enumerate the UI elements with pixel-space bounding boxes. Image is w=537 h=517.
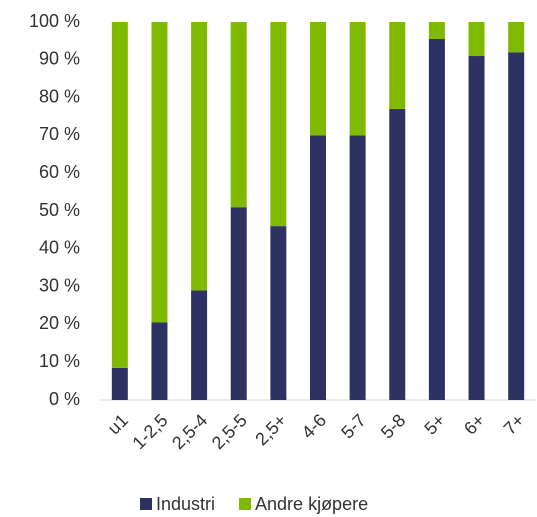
- bar-segment: [310, 135, 326, 400]
- y-tick-label: 30 %: [39, 275, 80, 295]
- x-tick-label: 2,5-5: [208, 410, 251, 453]
- bar-segment: [428, 39, 445, 400]
- bar-segment: [230, 207, 247, 400]
- bar-segment: [270, 226, 287, 400]
- bar-segment: [389, 108, 406, 400]
- bar-segment: [428, 22, 445, 40]
- x-tick-label: 6+: [460, 410, 489, 439]
- bar-segment: [230, 22, 247, 208]
- x-tick-label: 5+: [420, 410, 449, 439]
- legend-swatch: [140, 498, 152, 510]
- bar-segment: [349, 135, 366, 400]
- x-tick-label: 1-2,5: [128, 410, 171, 453]
- bar-segment: [151, 322, 168, 400]
- bar-segment: [191, 22, 208, 291]
- bar-segment: [389, 22, 406, 109]
- x-tick-label: 2,5+: [251, 410, 290, 449]
- y-tick-label: 20 %: [39, 313, 80, 333]
- legend-swatch: [239, 498, 252, 510]
- bar-segment: [191, 290, 208, 400]
- bar-segment: [111, 22, 128, 368]
- y-tick-label: 100 %: [29, 11, 80, 31]
- y-tick-label: 10 %: [39, 351, 80, 371]
- x-tick-label: 7+: [500, 410, 529, 439]
- x-tick-label: u1: [104, 410, 132, 438]
- y-tick-label: 80 %: [39, 86, 80, 106]
- bar-segment: [468, 56, 485, 401]
- y-tick-label: 90 %: [39, 49, 80, 69]
- bar-segment: [468, 22, 485, 57]
- bar-segment: [349, 22, 366, 136]
- bar-segment: [508, 52, 525, 401]
- y-tick-label: 60 %: [39, 162, 80, 182]
- bar-segment: [310, 22, 326, 136]
- x-tick-label: 2,5-4: [168, 410, 211, 453]
- y-tick-label: 0 %: [49, 389, 80, 409]
- legend-label: Andre kjøpere: [255, 494, 368, 514]
- legend-label: Industri: [156, 494, 215, 514]
- x-tick-label: 4-6: [298, 410, 331, 443]
- bar-segment: [508, 22, 525, 53]
- y-tick-label: 40 %: [39, 238, 80, 258]
- x-tick-label: 5-7: [337, 410, 370, 443]
- bar-segment: [270, 22, 287, 227]
- bar-segment: [111, 367, 128, 400]
- x-tick-label: 5-8: [377, 410, 410, 443]
- bar-segment: [151, 22, 168, 323]
- y-tick-label: 70 %: [39, 124, 80, 144]
- y-tick-label: 50 %: [39, 200, 80, 220]
